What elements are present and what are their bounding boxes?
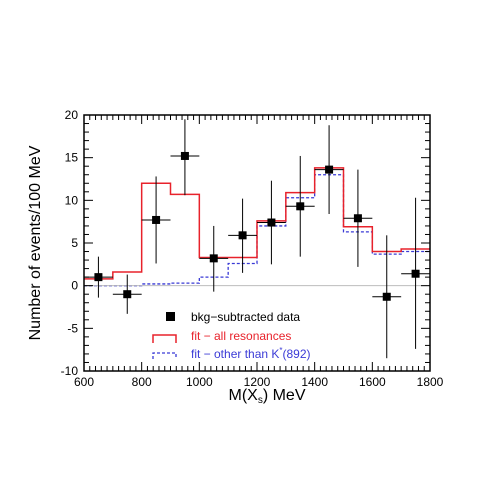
y-axis-label: Number of events/100 MeV	[27, 145, 44, 340]
data-marker	[238, 231, 247, 240]
data-marker	[296, 202, 305, 211]
x-axis-label: M(Xs) MeV	[229, 387, 306, 406]
data-marker	[123, 290, 132, 299]
legend-line-fit-all	[152, 334, 177, 343]
data-points	[84, 119, 430, 359]
x-tick-label: 1400	[301, 375, 328, 389]
x-tick-label: 1000	[186, 375, 213, 389]
y-tick-label: -5	[67, 321, 78, 335]
legend-label-data: bkg−subtracted data	[191, 310, 300, 324]
legend: bkg−subtracted data fit − all resonances…	[152, 310, 311, 361]
data-point	[257, 180, 286, 265]
legend-line-fit-other	[152, 352, 177, 359]
data-point	[228, 198, 257, 273]
x-axis-label-tail: ) MeV	[263, 387, 306, 404]
data-point	[141, 176, 171, 264]
data-point	[285, 155, 315, 257]
data-point	[199, 225, 229, 292]
legend-marker-data	[166, 312, 175, 321]
y-tick-label: 0	[71, 279, 78, 293]
data-point	[170, 119, 200, 196]
tick-labels: 600 800 1000 1200 1400 1600 1800 -10 -5 0 5 10 15 20	[61, 108, 444, 389]
fit-histograms	[84, 167, 430, 287]
x-tick-label: 1600	[359, 375, 386, 389]
data-point	[343, 169, 373, 267]
data-point	[314, 125, 344, 214]
x-tick-label: 1800	[417, 375, 444, 389]
x-axis-label-sub: s	[258, 395, 263, 406]
data-marker	[325, 165, 334, 174]
series-line-0	[84, 167, 430, 280]
x-tick-label: 600	[74, 375, 94, 389]
legend-label-fit-other-tail: (892)	[283, 347, 311, 361]
data-marker	[209, 254, 218, 263]
data-marker	[382, 292, 391, 301]
legend-label-fit-other: fit − other than K*(892)	[191, 346, 311, 361]
y-tick-label: -10	[61, 364, 79, 378]
data-marker	[152, 215, 161, 224]
data-marker	[180, 151, 189, 160]
y-tick-label: 10	[65, 193, 79, 207]
data-marker	[94, 273, 103, 282]
x-tick-label: 1200	[244, 375, 271, 389]
y-tick-label: 15	[65, 151, 79, 165]
legend-label-fit-all: fit − all resonances	[191, 329, 291, 343]
x-tick-label: 800	[132, 375, 152, 389]
x-axis-label-main: M(X	[229, 387, 259, 404]
axis-ticks	[83, 114, 431, 372]
data-marker	[411, 269, 420, 278]
data-point	[112, 274, 142, 314]
legend-label-fit-other-sup: *	[279, 346, 282, 355]
legend-label-fit-other-main: fit − other than K	[191, 347, 279, 361]
data-marker	[353, 214, 362, 223]
data-point	[401, 197, 430, 349]
data-point	[372, 235, 402, 359]
data-marker	[267, 218, 276, 227]
y-tick-label: 5	[71, 236, 78, 250]
y-tick-label: 20	[65, 108, 79, 122]
